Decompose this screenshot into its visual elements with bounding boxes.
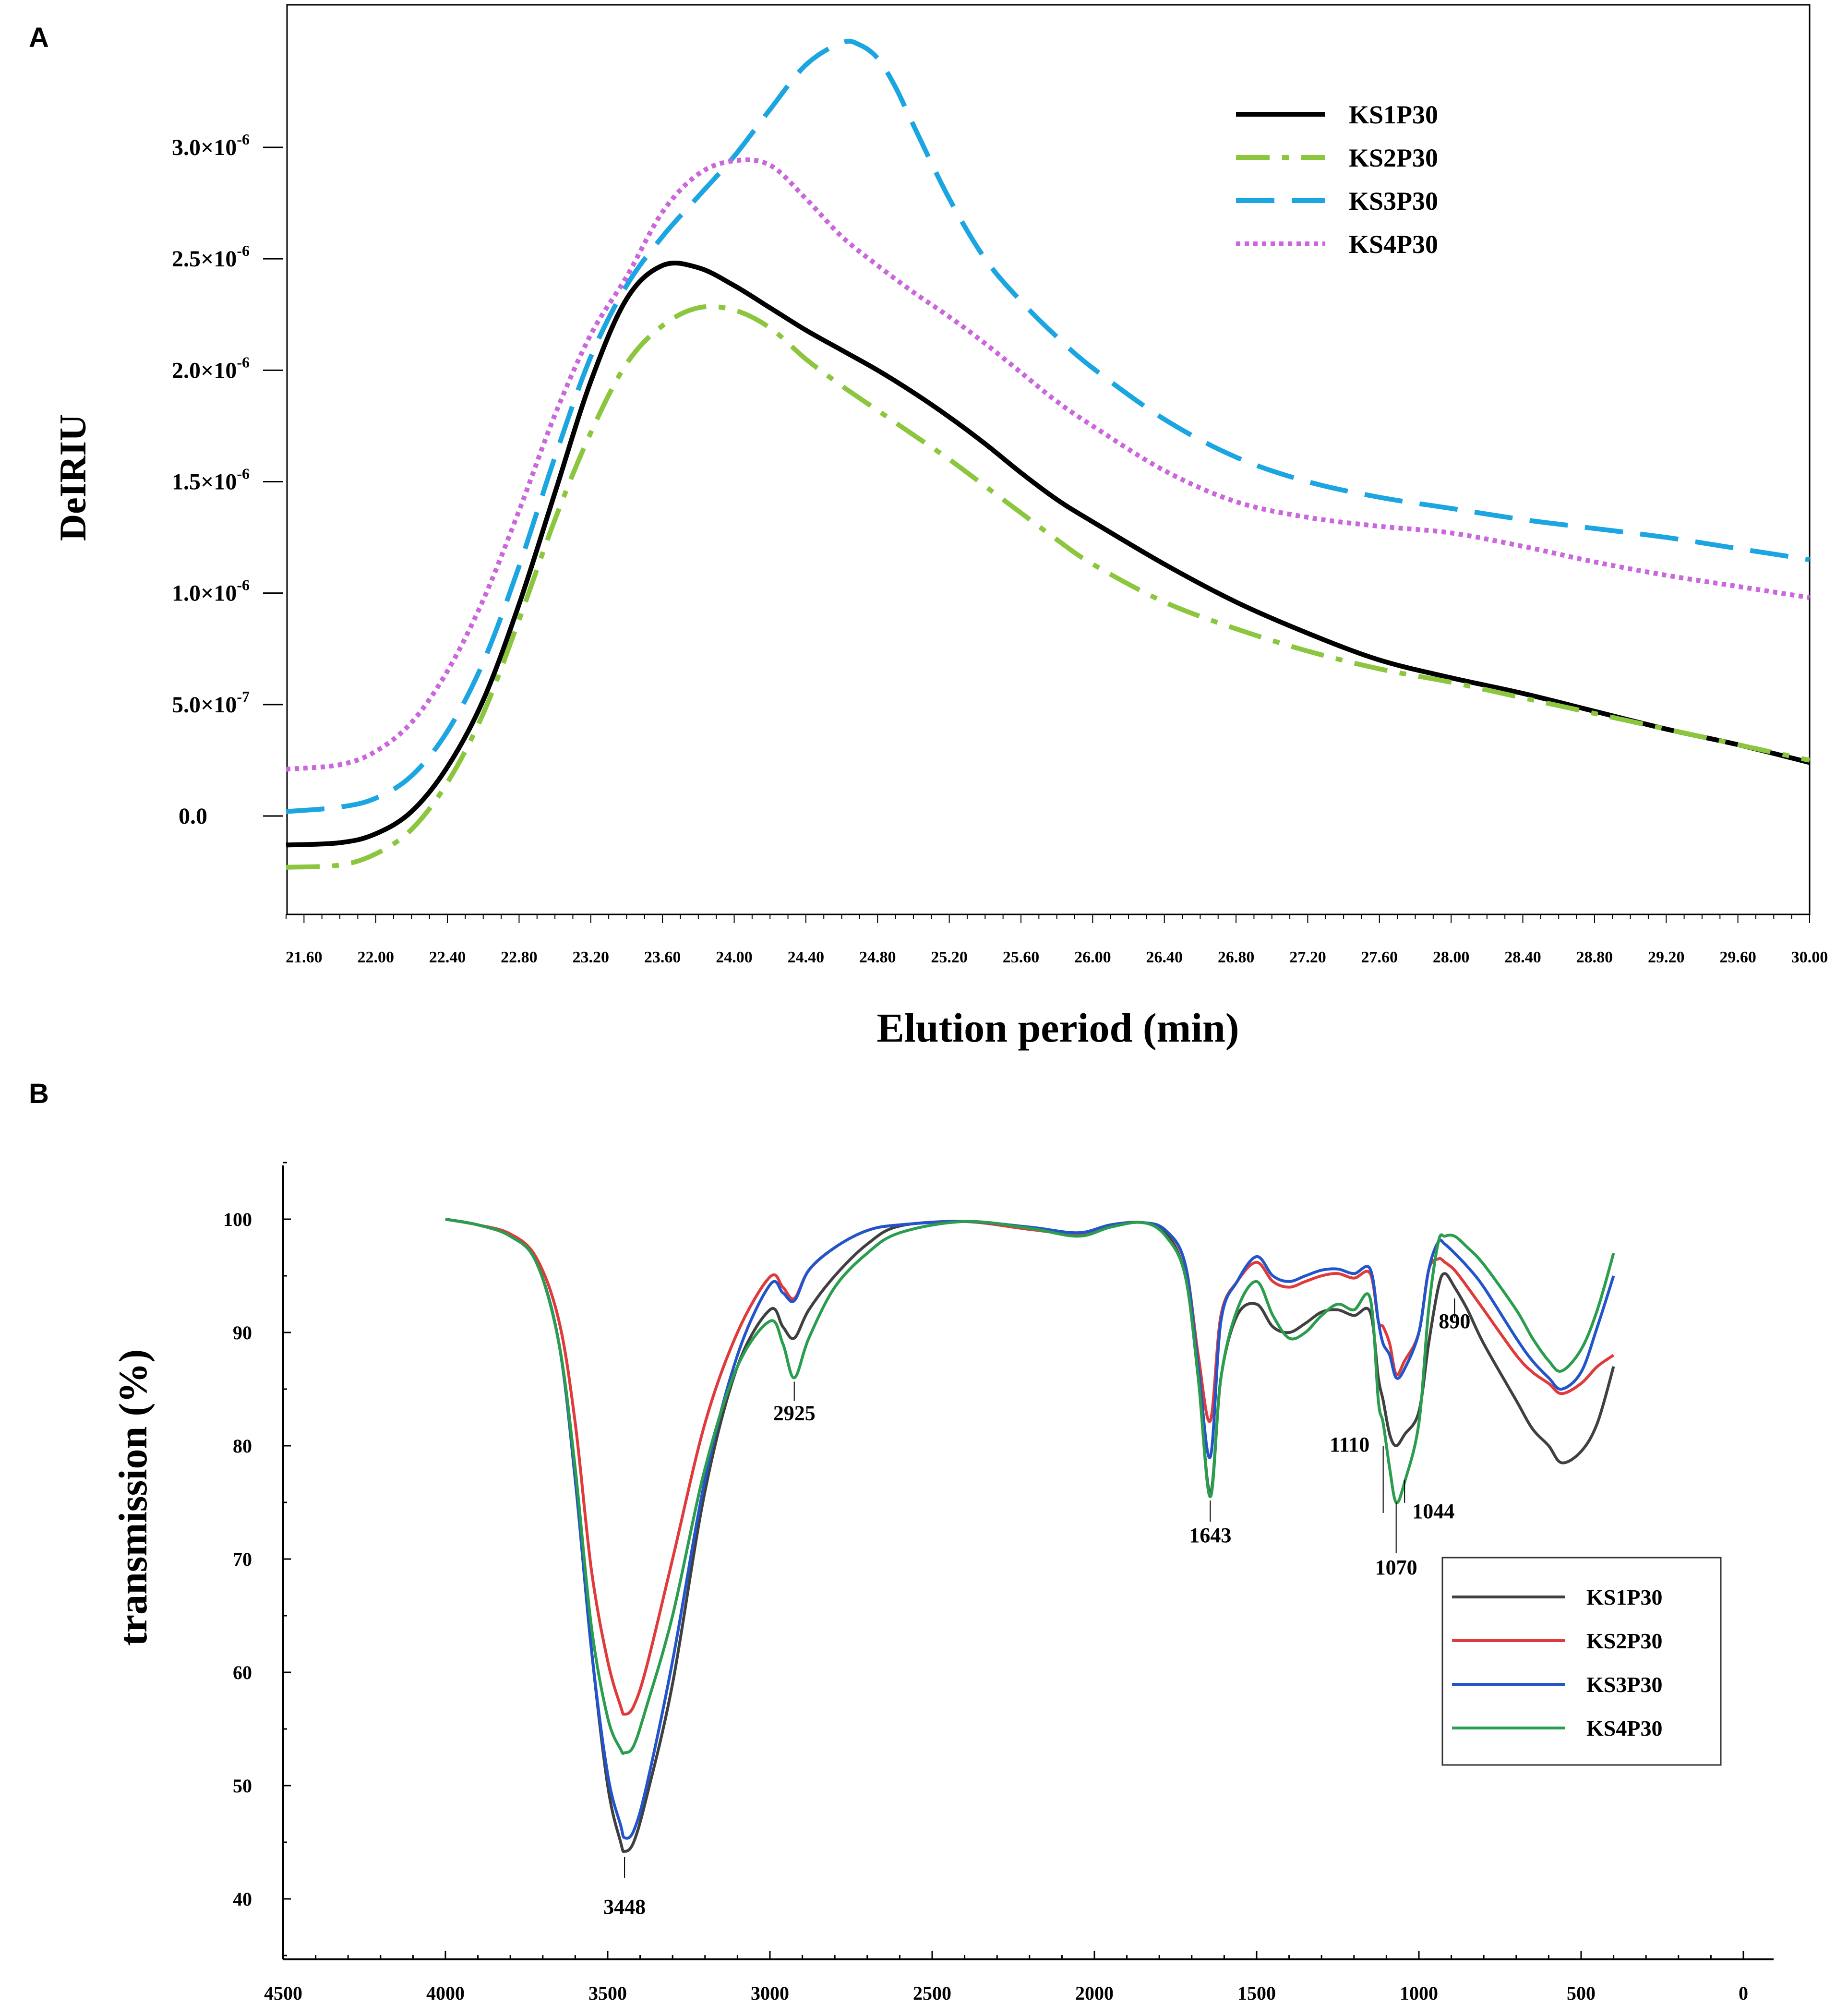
- series-line-ks4p30: [445, 1218, 1615, 1755]
- x-tick-label: 29.20: [1648, 948, 1685, 966]
- y-tick-exponent: -7: [237, 688, 250, 705]
- y-tick-label: 2.0×10-6: [172, 353, 250, 383]
- panel-b-x-ticks: 4500 4000 3500 3000 2500 2000 1500 1000 500 0: [264, 1951, 1748, 2004]
- y-tick-label: 5.0×10-7: [172, 688, 250, 718]
- x-tick-label: 23.60: [644, 948, 681, 966]
- x-tick-label: 4000: [426, 1982, 465, 2004]
- y-tick-label: 1.5×10-6: [172, 465, 250, 495]
- legend-label-ks3p30: KS3P30: [1586, 1672, 1662, 1697]
- x-tick-label: 28.00: [1433, 948, 1470, 966]
- x-tick-label: 25.20: [931, 948, 968, 966]
- y-tick-label: 3.0×10-6: [172, 131, 250, 160]
- series-line-ks3p30: [286, 38, 1810, 814]
- peak-label-1070: 1070: [1375, 1556, 1417, 1579]
- panel-a-legend: KS1P30 KS2P30 KS3P30 KS4P30: [1236, 100, 1438, 259]
- y-tick-exponent: -6: [237, 465, 250, 482]
- x-tick-label: 26.40: [1146, 948, 1183, 966]
- x-tick-label: 3500: [588, 1982, 627, 2004]
- x-tick-label: 24.80: [859, 948, 896, 966]
- x-tick-label: 2500: [913, 1982, 951, 2004]
- x-tick-label: 28.80: [1576, 948, 1613, 966]
- panel-a-y-ticks: 0.0 5.0×10-7 1.0×10-6 1.5×10-6 2.0×10-6 2.5×1…: [172, 131, 283, 829]
- panel-a-letter: A: [29, 22, 49, 53]
- y-tick-exponent: -6: [237, 353, 250, 371]
- x-tick-label: 28.40: [1504, 948, 1541, 966]
- x-tick-label: 27.20: [1289, 948, 1326, 966]
- y-tick-exponent: -6: [237, 242, 250, 259]
- series-line-ks1p30: [445, 1218, 1615, 1853]
- panel-a-x-ticks: 21.60 22.00 22.40 22.80 23.20 23.60 24.00 24.40…: [286, 914, 1828, 966]
- x-tick-label: 22.00: [357, 948, 394, 966]
- x-tick-label: 21.60: [286, 948, 323, 966]
- panel-b-series: [445, 1218, 1615, 1853]
- x-tick-label: 2000: [1075, 1982, 1114, 2004]
- peak-label-890: 890: [1439, 1309, 1470, 1333]
- x-tick-label: 0: [1739, 1982, 1748, 2004]
- panel-a-elution-chart: A 21.60 22.00 22.40 22.80 23.20 23.60 24.00 24.…: [29, 4, 1828, 1051]
- peak-label-3448: 3448: [603, 1895, 646, 1919]
- panel-b-ftir-chart: B 4500 4000 3500 3000 2500 2000 1500 1000 500 0 4…: [29, 1078, 1774, 2004]
- y-tick-label: 70: [233, 1548, 252, 1570]
- panel-a-series: [286, 38, 1811, 870]
- legend-label-ks1p30: KS1P30: [1349, 100, 1438, 129]
- legend-label-ks4p30: KS4P30: [1349, 230, 1438, 259]
- panel-b-y-ticks: 40 50 60 70 80 90 100: [223, 1162, 291, 1956]
- y-tick-label: 90: [233, 1322, 252, 1344]
- x-tick-label: 3000: [751, 1982, 789, 2004]
- y-tick-exponent: -6: [237, 576, 250, 594]
- legend-label-ks1p30: KS1P30: [1586, 1585, 1662, 1609]
- y-tick-label: 1.0×10-6: [172, 576, 250, 606]
- panel-b-peak-annotations: 3448 2925 1643 1110 1070 1044 890: [603, 1298, 1470, 1919]
- panel-b-legend: KS1P30 KS2P30 KS3P30 KS4P30: [1441, 1557, 1722, 1766]
- x-tick-label: 24.00: [716, 948, 753, 966]
- panel-b-letter: B: [29, 1078, 49, 1109]
- y-tick-label: 100: [223, 1209, 252, 1230]
- x-tick-label: 30.00: [1791, 948, 1828, 966]
- y-tick-exponent: -6: [237, 131, 250, 148]
- x-tick-label: 24.40: [788, 948, 825, 966]
- x-tick-label: 29.60: [1719, 948, 1756, 966]
- y-tick-label: 50: [233, 1775, 252, 1797]
- y-tick-label: 0.0: [179, 804, 207, 829]
- x-tick-label: 500: [1567, 1982, 1596, 2004]
- panel-a-y-axis-title: DeIRIU: [52, 414, 94, 541]
- legend-label-ks2p30: KS2P30: [1586, 1629, 1662, 1653]
- x-tick-label: 25.60: [1003, 948, 1040, 966]
- x-tick-label: 22.80: [501, 948, 538, 966]
- panel-b-y-axis-title: transmission (%): [111, 1349, 156, 1646]
- x-tick-label: 1500: [1237, 1982, 1276, 2004]
- legend-label-ks2p30: KS2P30: [1349, 144, 1438, 172]
- x-tick-label: 26.80: [1218, 948, 1255, 966]
- series-line-ks4p30: [286, 157, 1810, 772]
- panel-a-plot-frame: [286, 4, 1811, 915]
- x-tick-label: 22.40: [429, 948, 466, 966]
- x-tick-label: 27.60: [1361, 948, 1398, 966]
- panel-b-legend-box: [1441, 1557, 1722, 1766]
- x-tick-label: 1000: [1400, 1982, 1438, 2004]
- x-tick-label: 26.00: [1074, 948, 1111, 966]
- x-tick-label: 23.20: [573, 948, 610, 966]
- y-tick-label: 40: [233, 1888, 252, 1910]
- y-tick-label: 60: [233, 1662, 252, 1683]
- legend-label-ks4p30: KS4P30: [1586, 1716, 1662, 1740]
- legend-label-ks3p30: KS3P30: [1349, 187, 1438, 216]
- x-tick-label: 4500: [264, 1982, 302, 2004]
- y-tick-label: 2.5×10-6: [172, 242, 250, 272]
- panel-a-x-axis-title: Elution period (min): [877, 1005, 1239, 1051]
- peak-label-1044: 1044: [1412, 1500, 1454, 1523]
- peak-label-1643: 1643: [1189, 1524, 1231, 1547]
- peak-label-2925: 2925: [773, 1401, 816, 1425]
- peak-label-1110: 1110: [1330, 1433, 1369, 1456]
- y-tick-label: 80: [233, 1435, 252, 1457]
- series-line-ks1p30: [286, 260, 1811, 848]
